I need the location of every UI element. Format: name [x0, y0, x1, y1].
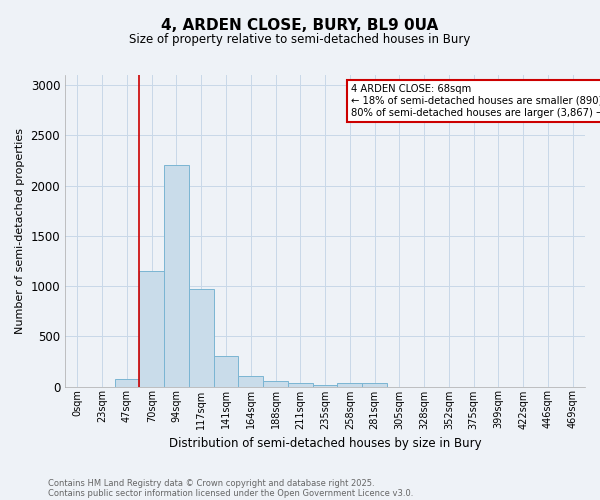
Text: Contains HM Land Registry data © Crown copyright and database right 2025.: Contains HM Land Registry data © Crown c…	[48, 478, 374, 488]
Bar	[288, 384, 313, 386]
Bar	[139, 271, 164, 386]
Bar	[214, 356, 238, 386]
Bar	[189, 288, 214, 386]
Bar	[362, 384, 387, 386]
Text: 4 ARDEN CLOSE: 68sqm
← 18% of semi-detached houses are smaller (890)
80% of semi: 4 ARDEN CLOSE: 68sqm ← 18% of semi-detac…	[351, 84, 600, 117]
Bar	[263, 381, 288, 386]
Bar	[337, 383, 362, 386]
Bar	[164, 166, 189, 386]
Text: 4, ARDEN CLOSE, BURY, BL9 0UA: 4, ARDEN CLOSE, BURY, BL9 0UA	[161, 18, 439, 32]
Bar	[238, 376, 263, 386]
Text: Size of property relative to semi-detached houses in Bury: Size of property relative to semi-detach…	[130, 32, 470, 46]
Y-axis label: Number of semi-detached properties: Number of semi-detached properties	[15, 128, 25, 334]
Bar	[313, 385, 337, 386]
Bar	[115, 379, 139, 386]
Text: Contains public sector information licensed under the Open Government Licence v3: Contains public sector information licen…	[48, 488, 413, 498]
X-axis label: Distribution of semi-detached houses by size in Bury: Distribution of semi-detached houses by …	[169, 437, 481, 450]
